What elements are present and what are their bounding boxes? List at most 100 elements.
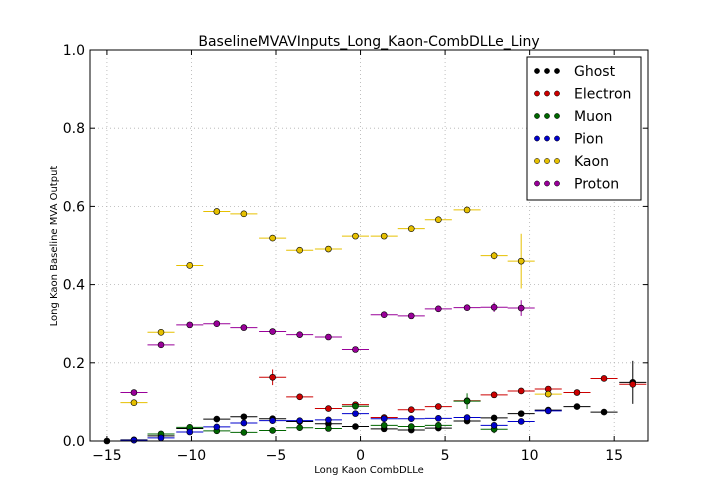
kaon-data-point	[407, 225, 415, 232]
x-tick-label: 10	[521, 448, 539, 464]
proton-data-point	[296, 331, 303, 338]
proton-data-point	[213, 320, 221, 328]
legend-label-muon: Muon	[574, 109, 612, 125]
proton-data-point	[517, 304, 525, 312]
proton-data-point	[352, 346, 359, 353]
kaon-data-point	[352, 232, 359, 240]
proton-data-point	[130, 389, 138, 396]
pion-data-point	[435, 415, 442, 422]
legend-label-proton: Proton	[574, 177, 619, 193]
series-proton	[120, 300, 535, 396]
pion-data-point	[463, 414, 471, 421]
proton-data-point	[435, 305, 442, 313]
muon-data-point	[435, 422, 442, 429]
legend-marker-muon	[554, 113, 560, 119]
pion-data-point	[186, 428, 194, 436]
proton-data-point	[157, 341, 165, 349]
legend-marker-ghost	[554, 68, 560, 74]
pion-data-point	[544, 407, 552, 415]
legend-label-electron: Electron	[574, 87, 631, 103]
legend-marker-ghost	[544, 68, 550, 74]
tick-layer: −15 −10 −5 0 5 10 15 0.0 0.2 0.4 0.6 0.8 1.0	[63, 43, 648, 464]
muon-data-point	[240, 429, 248, 436]
pion-data-point	[517, 418, 525, 425]
pion-data-point	[407, 415, 415, 423]
ghost-data-point	[600, 408, 608, 416]
muon-data-point	[269, 427, 276, 434]
electron-data-point	[629, 381, 637, 388]
proton-data-point	[269, 328, 276, 335]
kaon-data-point	[186, 262, 194, 269]
ghost-data-point	[517, 410, 525, 417]
pion-data-point	[490, 422, 498, 429]
x-tick-label: 5	[441, 448, 450, 464]
y-axis-label: Long Kaon Baseline MVA Output	[49, 166, 60, 327]
pion-data-point	[130, 436, 138, 444]
legend-marker-proton	[534, 180, 540, 187]
y-tick-label: 0.8	[63, 121, 85, 137]
ghost-data-point	[490, 414, 498, 422]
electron-data-point	[600, 375, 608, 382]
y-tick-label: 0.6	[63, 199, 85, 215]
x-tick-label: 0	[356, 448, 365, 464]
x-tick-label: −15	[92, 448, 122, 464]
legend-label-kaon: Kaon	[574, 154, 609, 170]
kaon-data-point	[296, 246, 303, 254]
kaon-data-point	[490, 252, 498, 259]
proton-data-point	[463, 304, 471, 311]
pion-data-point	[240, 419, 248, 427]
kaon-data-point	[517, 257, 525, 265]
legend-marker-electron	[554, 90, 560, 97]
proton-data-point	[325, 333, 332, 341]
y-tick-label: 0.4	[63, 278, 85, 294]
legend-marker-electron	[544, 90, 550, 97]
proton-data-point	[240, 324, 248, 331]
pion-data-point	[213, 423, 221, 431]
series-kaon	[120, 206, 562, 406]
pion-data-point	[269, 417, 276, 424]
series-pion	[120, 407, 562, 444]
muon-data-point	[380, 422, 388, 429]
proton-data-point	[490, 303, 498, 311]
pion-data-point	[325, 416, 332, 424]
ghost-data-point	[213, 415, 221, 423]
kaon-data-point	[240, 210, 248, 218]
data-layer	[93, 206, 647, 445]
x-tick-label: −10	[177, 448, 207, 464]
kaon-data-point	[213, 208, 221, 215]
legend-marker-pion	[544, 135, 550, 142]
y-tick-label: 1.0	[63, 43, 85, 59]
pion-data-point	[157, 434, 165, 442]
muon-data-point	[407, 423, 415, 430]
legend-marker-kaon	[534, 158, 540, 164]
electron-data-point	[435, 403, 442, 410]
kaon-data-point	[325, 245, 332, 253]
muon-data-point	[325, 425, 332, 432]
pion-data-point	[352, 410, 359, 417]
ghost-data-point	[352, 423, 359, 430]
electron-data-point	[269, 373, 276, 381]
kaon-data-point	[157, 329, 165, 336]
legend-label-ghost: Ghost	[574, 64, 616, 80]
muon-data-point	[352, 402, 359, 410]
y-tick-label: 0.0	[63, 434, 85, 450]
muon-data-point	[463, 397, 471, 405]
legend-marker-kaon	[554, 158, 560, 164]
x-tick-label: 15	[605, 448, 623, 464]
legend-marker-muon	[544, 113, 550, 119]
pion-data-point	[296, 417, 303, 424]
proton-data-point	[380, 311, 388, 319]
muon-data-point	[296, 424, 303, 432]
legend-box	[526, 56, 642, 201]
legend-marker-pion	[534, 135, 540, 142]
chart-title: BaselineMVAVInputs_Long_Kaon-CombDLLe_Li…	[198, 34, 539, 50]
x-axis-label: Long Kaon CombDLLe	[314, 465, 424, 476]
kaon-data-point	[435, 216, 442, 223]
kaon-data-point	[463, 206, 471, 214]
kaon-data-point	[130, 399, 138, 406]
kaon-data-point	[269, 234, 276, 242]
ghost-data-point	[573, 403, 581, 410]
legend-marker-ghost	[534, 68, 540, 74]
plot-frame	[89, 49, 649, 442]
proton-data-point	[186, 321, 194, 329]
